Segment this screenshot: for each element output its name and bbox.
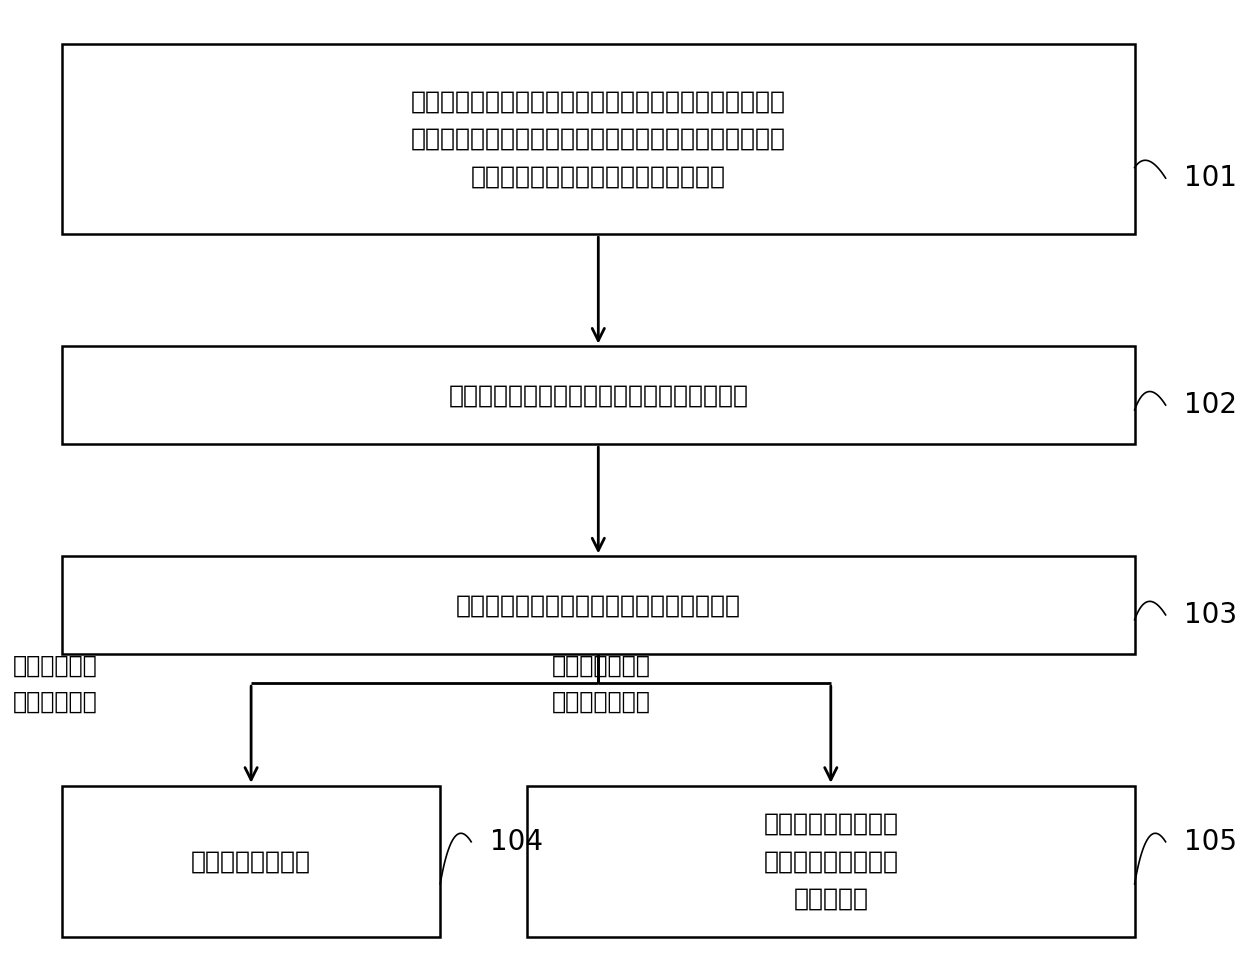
Text: 根据访问用户总数和累计访问量计算访问频率: 根据访问用户总数和累计访问量计算访问频率 <box>449 384 748 407</box>
Bar <box>62 44 1135 234</box>
Text: 105: 105 <box>1184 828 1238 856</box>
Text: 按照业务访问请求对
应的业务逻辑响应业
务访问请求: 按照业务访问请求对 应的业务逻辑响应业 务访问请求 <box>764 812 898 911</box>
Bar <box>62 556 1135 654</box>
Bar <box>62 786 440 937</box>
Text: 103: 103 <box>1184 601 1238 629</box>
Text: 拒绝业务访问请求: 拒绝业务访问请求 <box>191 849 311 874</box>
Bar <box>527 786 1135 937</box>
Text: 若预期访问量
超出预设阈值: 若预期访问量 超出预设阈值 <box>12 654 97 713</box>
Text: 104: 104 <box>490 828 543 856</box>
Text: 101: 101 <box>1184 164 1238 192</box>
Text: 若预期访问量没
有超出预设阈值: 若预期访问量没 有超出预设阈值 <box>552 654 651 713</box>
Text: 当接收到用户发送的业务访问请求，并根据业务访问请求
判定当前访问为首次访问时，获取全部业务接口在预设时
长内的累计访问量，以及访问用户总数: 当接收到用户发送的业务访问请求，并根据业务访问请求 判定当前访问为首次访问时，获… <box>410 90 786 188</box>
Bar <box>62 346 1135 444</box>
Text: 根据累计访问量和访问频率计算预期访问量: 根据累计访问量和访问频率计算预期访问量 <box>456 593 740 617</box>
Text: 102: 102 <box>1184 391 1238 419</box>
